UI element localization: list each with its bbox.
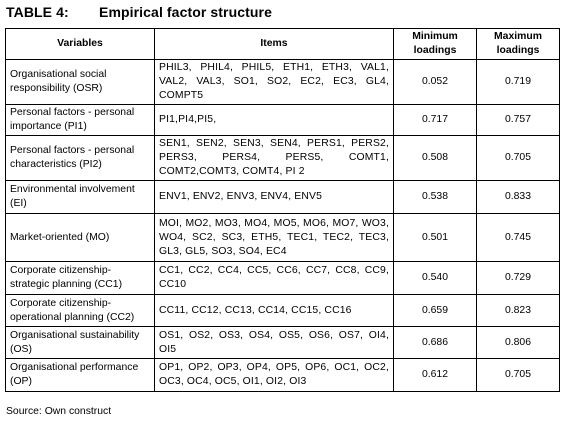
variable-cell: Corporate citizenship-strategic planning…	[5, 261, 155, 295]
variable-cell: Personal factors - personal importance (…	[5, 104, 155, 136]
items-cell: PI1,PI4,PI5,	[154, 104, 394, 136]
variable-cell: Organisational sustainability (OS)	[5, 326, 155, 359]
variable-cell: Market-oriented (MO)	[5, 213, 155, 262]
max-loading-cell: 0.719	[476, 59, 560, 105]
table-row: Organisational sustainability (OS) OS1, …	[5, 326, 560, 359]
max-loading-cell: 0.833	[476, 180, 560, 214]
items-cell: CC1, CC2, CC4, CC5, CC6, CC7, CC8, CC9, …	[154, 261, 394, 295]
factor-structure-table: Variables Items Minimum loadings Maximum…	[5, 28, 560, 392]
min-loading-cell: 0.612	[393, 358, 477, 392]
table-row: Environmental involvement (EI) ENV1, ENV…	[5, 180, 560, 214]
source-note: Source: Own construct	[6, 406, 112, 417]
header-variables: Variables	[5, 28, 155, 60]
variable-cell: Organisational performance (OP)	[5, 358, 155, 392]
header-items: Items	[154, 28, 394, 60]
min-loading-cell: 0.538	[393, 180, 477, 214]
max-loading-cell: 0.705	[476, 358, 560, 392]
min-loading-cell: 0.052	[393, 59, 477, 105]
items-cell: OP1, OP2, OP3, OP4, OP5, OP6, OC1, OC2, …	[154, 358, 394, 392]
items-cell: MOI, MO2, MO3, MO4, MO5, MO6, MO7, WO3, …	[154, 213, 394, 262]
max-loading-cell: 0.823	[476, 294, 560, 327]
variable-cell: Corporate citizenship-operational planni…	[5, 294, 155, 327]
min-loading-cell: 0.717	[393, 104, 477, 136]
items-cell: SEN1, SEN2, SEN3, SEN4, PERS1, PERS2, PE…	[154, 135, 394, 181]
table-row: Corporate citizenship-operational planni…	[5, 294, 560, 327]
table-title: Empirical factor structure	[99, 4, 272, 20]
variable-cell: Organisational social responsibility (OS…	[5, 59, 155, 105]
max-loading-cell: 0.757	[476, 104, 560, 136]
items-cell: CC11, CC12, CC13, CC14, CC15, CC16	[154, 294, 394, 327]
table-row: Corporate citizenship-strategic planning…	[5, 261, 560, 295]
table-header-row: Variables Items Minimum loadings Maximum…	[5, 28, 560, 60]
items-cell: ENV1, ENV2, ENV3, ENV4, ENV5	[154, 180, 394, 214]
min-loading-cell: 0.508	[393, 135, 477, 181]
min-loading-cell: 0.501	[393, 213, 477, 262]
header-maximum-loadings: Maximum loadings	[476, 28, 560, 60]
table-number: TABLE 4:	[6, 4, 69, 20]
max-loading-cell: 0.729	[476, 261, 560, 295]
max-loading-cell: 0.705	[476, 135, 560, 181]
table-row: Personal factors - personal importance (…	[5, 104, 560, 136]
header-minimum-loadings: Minimum loadings	[393, 28, 477, 60]
max-loading-cell: 0.745	[476, 213, 560, 262]
table-caption: TABLE 4: Empirical factor structure	[6, 4, 272, 24]
items-cell: OS1, OS2, OS3, OS4, OS5, OS6, OS7, OI4, …	[154, 326, 394, 359]
max-loading-cell: 0.806	[476, 326, 560, 359]
variable-cell: Personal factors - personal characterist…	[5, 135, 155, 181]
variable-cell: Environmental involvement (EI)	[5, 180, 155, 214]
table-row: Organisational social responsibility (OS…	[5, 59, 560, 105]
table-row: Market-oriented (MO) MOI, MO2, MO3, MO4,…	[5, 213, 560, 262]
min-loading-cell: 0.686	[393, 326, 477, 359]
table-row: Organisational performance (OP) OP1, OP2…	[5, 358, 560, 392]
items-cell: PHIL3, PHIL4, PHIL5, ETH1, ETH3, VAL1, V…	[154, 59, 394, 105]
min-loading-cell: 0.659	[393, 294, 477, 327]
min-loading-cell: 0.540	[393, 261, 477, 295]
table-row: Personal factors - personal characterist…	[5, 135, 560, 181]
